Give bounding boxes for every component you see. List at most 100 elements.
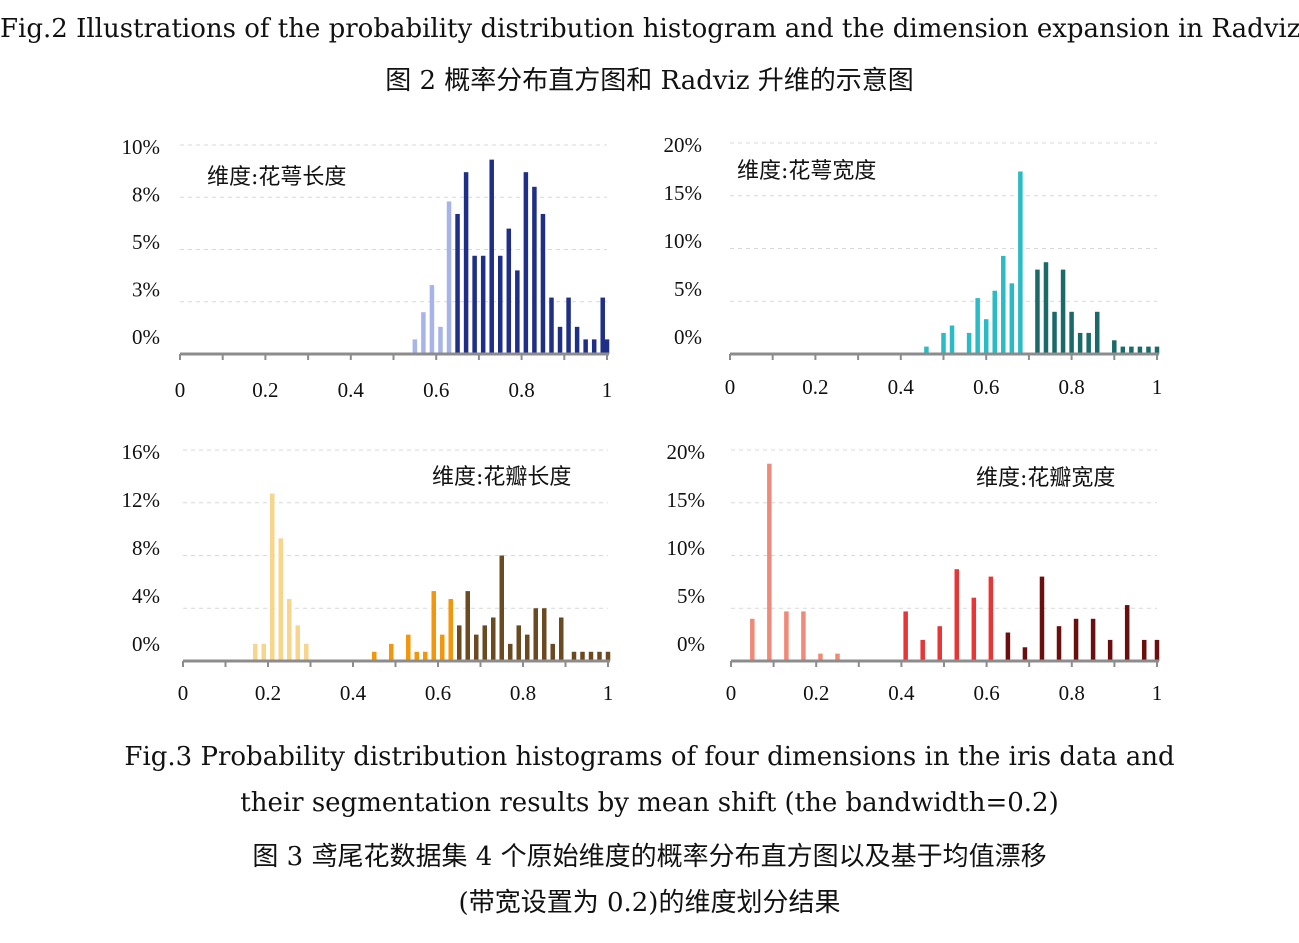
figure-3-caption-zh-line2: (带宽设置为 0.2)的维度划分结果 xyxy=(458,888,841,918)
histogram-bar xyxy=(438,326,443,354)
x-tick-label: 0.6 xyxy=(973,681,999,705)
x-tick-label: 0.4 xyxy=(340,681,367,705)
y-tick-label: 20% xyxy=(664,133,703,157)
histogram-bar xyxy=(937,626,942,661)
x-tick-label: 0 xyxy=(726,681,737,705)
histogram-bar xyxy=(480,255,486,354)
histogram-bar xyxy=(1141,639,1147,661)
histogram-bar xyxy=(506,228,512,354)
histogram-bar xyxy=(1146,346,1151,354)
histogram-bar xyxy=(465,591,470,661)
histogram-bar xyxy=(580,651,585,661)
histogram-bar xyxy=(516,625,521,661)
y-tick-label: 16% xyxy=(122,440,161,464)
x-tick-label: 0 xyxy=(178,681,189,705)
histogram-bar xyxy=(287,599,292,661)
histogram-bar xyxy=(1001,255,1006,354)
histogram-bar xyxy=(406,634,411,661)
histogram-bar xyxy=(550,643,555,661)
histogram-bar xyxy=(1086,332,1091,354)
y-tick-label: 10% xyxy=(122,135,161,159)
histogram-bar xyxy=(1137,346,1143,354)
histogram-bar xyxy=(1043,262,1049,354)
figure-2-caption-en: Fig.2 Illustrations of the probability d… xyxy=(0,14,1299,44)
histogram-bar xyxy=(508,643,513,661)
histogram-bar xyxy=(600,297,605,354)
histogram-bar xyxy=(446,201,452,354)
histogram-bar xyxy=(571,651,577,661)
x-tick-label: 0.2 xyxy=(252,378,278,402)
dimension-label: 维度:花瓣宽度 xyxy=(976,466,1115,491)
histogram-bar xyxy=(1069,311,1074,354)
histogram-bar xyxy=(1094,311,1100,354)
y-tick-label: 0% xyxy=(132,632,160,656)
histogram-bar xyxy=(253,643,258,661)
y-tick-label: 0% xyxy=(132,325,160,349)
histogram-bar xyxy=(954,569,960,661)
y-tick-label: 8% xyxy=(132,536,160,560)
histogram-bar xyxy=(1039,576,1045,661)
histogram-bar xyxy=(412,339,418,354)
x-tick-label: 0.8 xyxy=(1059,681,1085,705)
histogram-bar xyxy=(903,611,908,661)
x-tick-label: 0.2 xyxy=(803,681,829,705)
y-tick-label: 5% xyxy=(674,277,702,301)
y-tick-label: 10% xyxy=(667,536,706,560)
y-tick-label: 4% xyxy=(132,584,160,608)
y-tick-label: 5% xyxy=(132,230,160,254)
histogram-bar xyxy=(1060,269,1066,354)
histogram-bar xyxy=(295,625,300,661)
histogram-bar xyxy=(1005,632,1011,661)
histogram-bar xyxy=(429,285,435,354)
histogram-bar xyxy=(949,325,955,354)
histogram-bar xyxy=(566,297,571,354)
y-tick-label: 0% xyxy=(677,632,705,656)
histogram-bar xyxy=(1154,346,1160,354)
x-tick-label: 1 xyxy=(1152,681,1163,705)
histogram-bar xyxy=(389,643,394,661)
histogram-bar xyxy=(801,611,806,661)
histogram-bar xyxy=(440,634,445,661)
histogram-bar xyxy=(983,319,989,354)
histogram-bar xyxy=(835,653,840,661)
histogram-bar xyxy=(278,538,283,661)
histogram-bar xyxy=(448,599,453,661)
histogram-bar xyxy=(498,255,503,354)
x-tick-label: 1 xyxy=(603,681,614,705)
y-tick-label: 15% xyxy=(667,488,706,512)
histogram-bar xyxy=(423,651,428,661)
x-tick-label: 0.4 xyxy=(888,681,915,705)
y-tick-label: 5% xyxy=(677,584,705,608)
figure-3-caption-en-line1: Fig.3 Probability distribution histogram… xyxy=(124,742,1175,772)
histogram-bar xyxy=(1124,605,1130,661)
histogram-bar xyxy=(767,463,772,661)
histogram-bar xyxy=(261,643,266,661)
x-tick-label: 0.4 xyxy=(338,378,365,402)
histogram-bar xyxy=(971,597,977,661)
x-tick-label: 0 xyxy=(725,375,736,399)
histogram-bar xyxy=(491,617,496,661)
histogram-bar xyxy=(604,339,610,354)
y-tick-label: 3% xyxy=(132,278,160,302)
histogram-bar xyxy=(463,172,469,354)
dimension-label: 维度:花瓣长度 xyxy=(432,465,571,490)
histogram-bar xyxy=(588,651,594,661)
y-tick-label: 12% xyxy=(122,488,161,512)
x-tick-label: 1 xyxy=(602,378,613,402)
x-tick-label: 0.2 xyxy=(802,375,828,399)
dimension-label: 维度:花萼长度 xyxy=(207,165,346,190)
x-tick-label: 0.8 xyxy=(1058,375,1084,399)
histogram-bar xyxy=(455,213,460,354)
histogram-bar xyxy=(966,332,972,354)
histogram-bar xyxy=(1090,618,1096,661)
histogram-bar xyxy=(1018,171,1023,354)
dimension-label: 维度:花萼宽度 xyxy=(737,159,876,184)
figure-2-caption-zh: 图 2 概率分布直方图和 Radviz 升维的示意图 xyxy=(385,66,914,96)
histogram-bar xyxy=(1022,647,1028,661)
histogram-bar xyxy=(489,159,494,354)
x-tick-label: 0.6 xyxy=(423,378,449,402)
histogram-bar xyxy=(414,651,419,661)
x-tick-label: 0.4 xyxy=(888,375,915,399)
